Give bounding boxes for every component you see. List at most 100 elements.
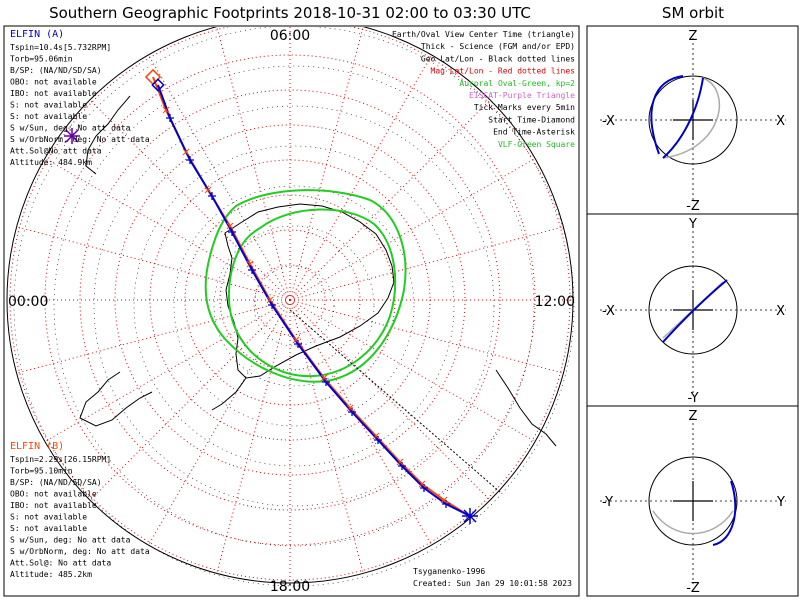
geo-lat-circle — [173, 185, 415, 427]
elfin-b-tick — [346, 404, 354, 412]
earth-circle — [648, 265, 738, 355]
elfin-b-tick — [246, 260, 254, 268]
elfin-b-tick — [226, 222, 234, 230]
elfin-b-tick — [440, 496, 448, 504]
time-label-right: 12:00 — [535, 294, 575, 310]
legend-entry: EISCAT-Purple Triangle — [469, 91, 575, 100]
purple-asterisk — [64, 128, 80, 144]
info-line: S w/Sun, deg: No att data — [10, 124, 131, 133]
mag-lon-line — [44, 299, 291, 442]
elfin-a-start-diamond — [151, 78, 165, 92]
geo-lat-circle — [133, 145, 455, 467]
mag-lat-circle — [114, 124, 466, 476]
info-line: Att.Sol@No att data — [10, 147, 102, 156]
orbit-label-bottom: -Z — [686, 581, 700, 596]
orbit-label-bottom: -Z — [686, 199, 700, 214]
orbit-path-gray — [662, 77, 721, 159]
elfin-b-tick — [372, 432, 380, 440]
antarctic-peninsula — [211, 377, 247, 411]
mag-lon-line — [289, 27, 364, 301]
orbit-label-left: -Y — [602, 495, 613, 510]
main-plot-frame — [3, 25, 580, 597]
orbit-title: SM orbit — [662, 4, 724, 22]
legend-entry: End Time-Asterisk — [493, 128, 575, 137]
legend-entry: Thick - Science (FGM and/or EPD) — [421, 42, 575, 51]
australia-coastline — [495, 369, 557, 447]
elfin-b-info: ELFIN (B) Tspin=2.29s[26.15RPM] Torb=95.1… — [10, 441, 150, 579]
elfin-b-tick — [182, 148, 190, 156]
info-line: S w/OrbNorm, deg: No att data — [10, 547, 150, 556]
mag-lat-circle — [254, 264, 326, 336]
elfin-b-name: ELFIN (B) — [10, 441, 64, 452]
antarctica-coastline — [224, 203, 395, 379]
auroral-oval-inner — [228, 208, 397, 378]
time-label-bottom: 18:00 — [270, 579, 310, 595]
mag-lon-line — [289, 226, 564, 301]
mag-lon-line — [289, 299, 364, 574]
orbit-panels: Z -Z -X X Y -Y -X X Z -Z -Y Y — [586, 25, 799, 597]
mag-lat-circle — [79, 89, 501, 511]
orbit-panel: Y -Y -X X — [586, 213, 799, 407]
orbit-label-left: -X — [602, 114, 615, 129]
elfin-b-tick — [418, 480, 426, 488]
elfin-b-tick — [292, 336, 300, 344]
orbit-panel: Z -Z -Y Y — [586, 405, 799, 597]
orbit-label-left: -X — [602, 304, 615, 319]
legend-entry: VLF-Green Square — [498, 140, 575, 149]
legend-entry: Start Time-Diamond — [488, 115, 575, 124]
orbit-panel-frame — [586, 405, 799, 597]
info-line: Att.Sol@: No att data — [10, 559, 111, 568]
orbit-label-right: X — [776, 304, 785, 319]
info-line: OBO: not available — [10, 78, 97, 87]
time-label-left: 00:00 — [8, 294, 48, 310]
orbit-path-blue — [712, 480, 737, 546]
elfin-a-name: ELFIN (A) — [10, 29, 64, 40]
elfin-a-tick — [186, 156, 194, 164]
orbit-label-right: Y — [776, 495, 785, 510]
africa-coastline — [85, 95, 131, 175]
elfin-a-tick — [228, 228, 236, 236]
auroral-oval-outer — [204, 189, 407, 383]
legend-entry: Mag Lat/Lon - Red dotted lines — [431, 67, 576, 76]
view-center-line — [289, 309, 501, 493]
elfin-a-tick — [208, 192, 216, 200]
elfin-a-end-asterisk — [462, 508, 478, 524]
elfin-b-tick — [204, 186, 212, 194]
orbit-label-right: X — [776, 114, 785, 129]
mag-lon-line — [44, 158, 291, 301]
info-line: IBO: not available — [10, 501, 97, 510]
elfin-b-info-lines: Tspin=2.29s[26.15RPM] Torb=95.10min B/SP: … — [10, 455, 150, 579]
mag-grid — [7, 27, 573, 583]
info-line: Torb=95.10min — [10, 467, 73, 476]
orbit-path-blue — [650, 75, 704, 159]
track-ticks — [162, 106, 450, 508]
orbit-panel: Z -Z -X X — [586, 25, 799, 215]
earth-circle — [648, 456, 738, 546]
orbit-label-top: Y — [688, 217, 697, 232]
mag-lon-line — [289, 158, 536, 301]
geo-grid — [13, 27, 575, 587]
chart-title: Southern Geographic Footprints 2018-10-3… — [49, 4, 531, 22]
elfin-b-tick — [396, 458, 404, 466]
elfin-b-tick — [320, 374, 328, 382]
orbit-label-bottom: -Y — [687, 391, 698, 406]
mag-lon-line — [289, 299, 536, 442]
info-line: Tspin=2.29s[26.15RPM] — [10, 455, 111, 464]
info-line: S: not available — [10, 513, 87, 522]
info-line: OBO: not available — [10, 490, 97, 499]
orbit-label-top: Z — [689, 29, 698, 44]
south-america-coastline — [79, 371, 153, 427]
info-line: S w/Sun, deg: No att data — [10, 536, 131, 545]
orbit-label-top: Z — [689, 409, 698, 424]
elfin-a-info-lines: Tspin=10.4s[5.732RPM] Torb=95.06min B/SP: … — [10, 43, 150, 167]
legend: Earth/Oval View Center Time (triangle) Th… — [392, 30, 575, 149]
earth-circle — [648, 75, 738, 165]
info-line: Torb=95.06min — [10, 55, 73, 64]
elfin-b-track — [152, 76, 467, 515]
elfin-b-tick — [162, 106, 170, 114]
info-line: Altitude: 484.9km — [10, 158, 92, 167]
info-line: Altitude: 485.2km — [10, 570, 92, 579]
geo-lat-circle — [13, 27, 575, 587]
elfin-a-tick — [166, 114, 174, 122]
